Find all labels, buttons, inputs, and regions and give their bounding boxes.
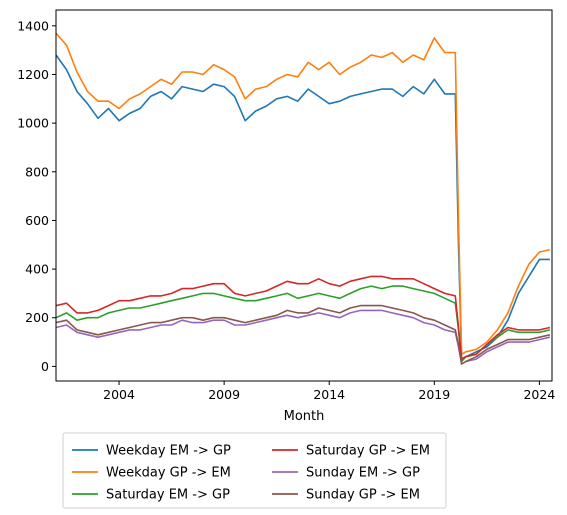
legend-label: Weekday EM -> GP [106,444,231,459]
legend: Weekday EM -> GP Weekday GP -> EM Saturday… [62,432,447,509]
y-tick-label: 1400 [17,18,49,33]
x-tick-label: 2014 [313,387,345,402]
series-layer [55,32,551,365]
legend-frame [62,432,447,509]
series-line-1 [55,32,551,356]
y-axis: 0 200 400 600 800 1000 1200 1400 [17,18,56,374]
y-tick-label: 600 [25,213,49,228]
x-tick-label: 2009 [208,387,240,402]
legend-label: Saturday GP -> EM [306,444,430,459]
plot-frame [55,9,553,382]
legend-label: Sunday EM -> GP [306,466,420,481]
y-tick-label: 0 [41,359,49,374]
series-line-4 [55,309,551,365]
series-line-5 [55,304,551,365]
legend-label: Sunday GP -> EM [306,488,420,503]
legend-label: Saturday EM -> GP [106,488,230,503]
x-tick-label: 2024 [523,387,555,402]
y-tick-label: 400 [25,262,49,277]
x-tick-label: 2019 [418,387,450,402]
y-tick-label: 200 [25,310,49,325]
y-tick-label: 1200 [17,67,49,82]
y-tick-label: 1000 [17,116,49,131]
x-tick-label: 2004 [103,387,135,402]
x-axis: 2004 2009 2014 2019 2024 [103,381,555,402]
y-tick-label: 800 [25,164,49,179]
x-axis-label: Month [284,409,325,424]
series-line-3 [55,275,551,360]
legend-label: Weekday GP -> EM [106,466,231,481]
